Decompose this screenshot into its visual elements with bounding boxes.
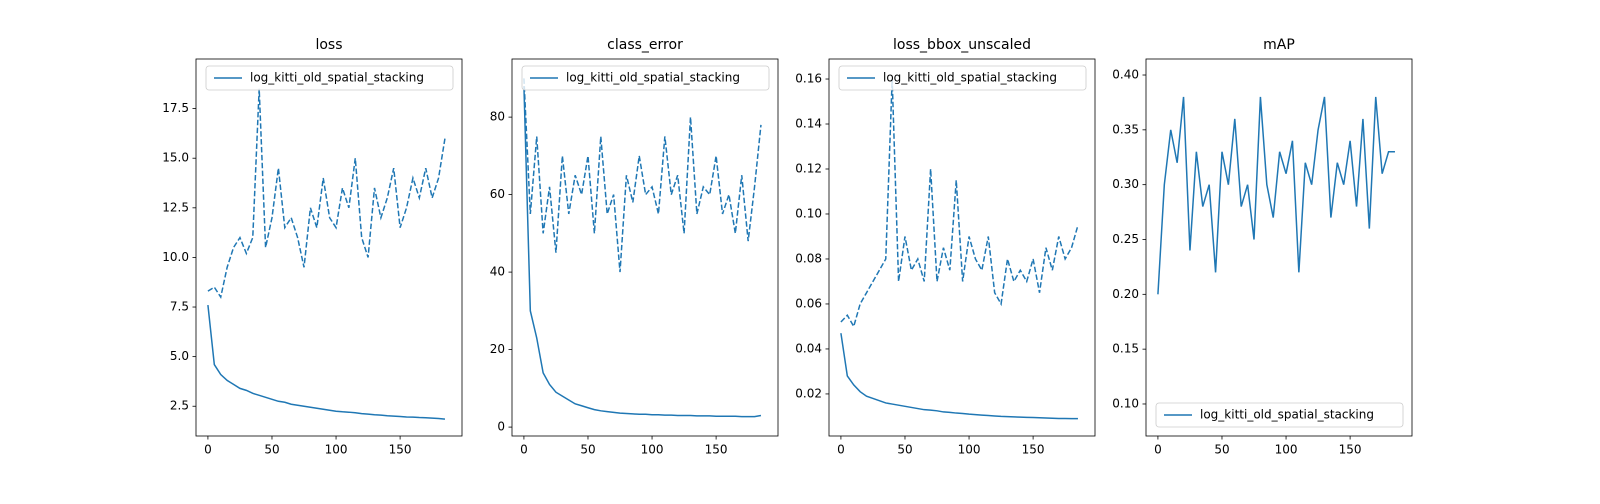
legend-box — [521, 65, 770, 91]
legend-label: log_kitti_old_spatial_stacking — [250, 71, 424, 85]
x-tick-label: 150 — [705, 443, 728, 457]
chart-title: loss_bbox_unscaled — [893, 37, 1031, 53]
y-tick-label: 0.25 — [1112, 232, 1139, 246]
y-tick-label: 0.40 — [1112, 68, 1139, 82]
y-tick-label: 0.16 — [795, 72, 822, 86]
x-tick-label: 100 — [1275, 443, 1298, 457]
x-tick-label: 0 — [520, 443, 528, 457]
x-tick-label: 100 — [641, 443, 664, 457]
x-tick-label: 150 — [389, 443, 412, 457]
legend-box — [205, 65, 454, 91]
line — [840, 78, 1079, 329]
line — [207, 304, 446, 420]
y-tick-label: 10.0 — [162, 250, 189, 264]
y-tick-label: 12.5 — [162, 200, 189, 214]
legend-label: log_kitti_old_spatial_stacking — [883, 71, 1057, 85]
y-tick-label: 0.35 — [1112, 122, 1139, 136]
line — [840, 333, 1078, 420]
legend-label: log_kitti_old_spatial_stacking — [1200, 408, 1374, 422]
y-tick-label: 20 — [490, 342, 505, 356]
y-tick-label: 0.04 — [795, 341, 822, 355]
y-tick-label: 0.30 — [1112, 177, 1139, 191]
line — [207, 88, 446, 300]
y-tick-label: 80 — [490, 110, 505, 124]
x-tick-label: 150 — [1022, 443, 1045, 457]
legend-box — [1155, 402, 1404, 428]
y-tick-label: 7.5 — [170, 300, 189, 314]
x-tick-label: 50 — [264, 443, 279, 457]
x-tick-label: 0 — [204, 443, 212, 457]
plot-frame — [195, 58, 463, 437]
line — [1157, 96, 1395, 295]
line — [523, 78, 762, 273]
x-tick-label: 150 — [1339, 443, 1362, 457]
y-tick-label: 60 — [490, 187, 505, 201]
plot-frame — [511, 58, 779, 437]
chart-title: loss — [315, 37, 342, 53]
y-tick-label: 17.5 — [162, 101, 189, 115]
line — [523, 86, 762, 418]
y-tick-label: 0.15 — [1112, 342, 1139, 356]
y-tick-label: 0.06 — [795, 296, 822, 310]
x-tick-label: 0 — [837, 443, 845, 457]
x-tick-label: 50 — [1214, 443, 1229, 457]
y-tick-label: 0.12 — [795, 161, 822, 175]
x-tick-label: 0 — [1154, 443, 1162, 457]
y-tick-label: 2.5 — [170, 399, 189, 413]
chart-title: mAP — [1263, 37, 1295, 53]
plot-frame — [1145, 58, 1413, 437]
y-tick-label: 40 — [490, 265, 505, 279]
y-tick-label: 15.0 — [162, 151, 189, 165]
y-tick-label: 0.10 — [795, 206, 822, 220]
y-tick-label: 0.14 — [795, 117, 822, 131]
legend-label: log_kitti_old_spatial_stacking — [566, 71, 740, 85]
y-tick-label: 0.02 — [795, 386, 822, 400]
y-tick-label: 0.08 — [795, 251, 822, 265]
y-tick-label: 0.10 — [1112, 396, 1139, 410]
x-tick-label: 100 — [325, 443, 348, 457]
y-tick-label: 5.0 — [170, 349, 189, 363]
legend-box — [838, 65, 1087, 91]
y-tick-label: 0.20 — [1112, 287, 1139, 301]
plot-frame — [828, 58, 1096, 437]
x-tick-label: 100 — [958, 443, 981, 457]
chart-title: class_error — [607, 37, 683, 53]
y-tick-label: 0 — [497, 420, 505, 434]
x-tick-label: 50 — [580, 443, 595, 457]
x-tick-label: 50 — [897, 443, 912, 457]
